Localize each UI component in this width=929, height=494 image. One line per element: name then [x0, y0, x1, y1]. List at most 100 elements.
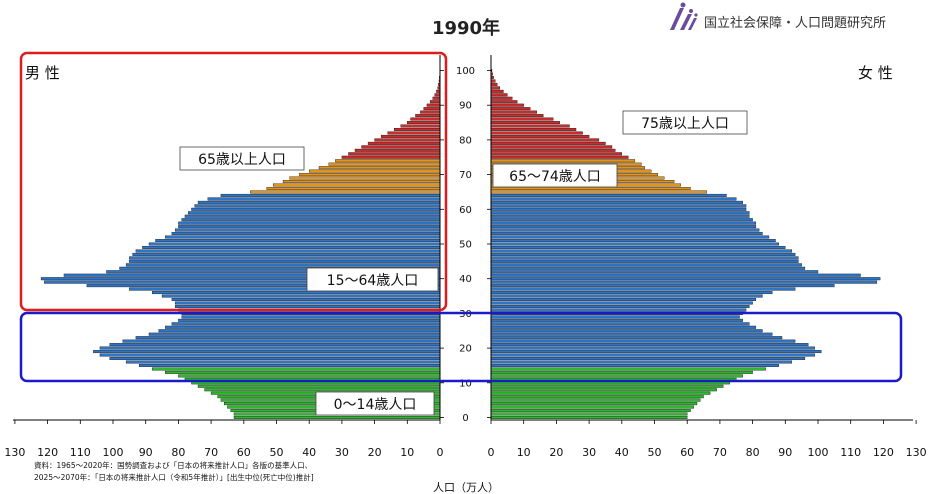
- female-bar-age-81: [490, 134, 590, 138]
- male-x-tick-label: 90: [139, 446, 153, 459]
- male-bar-age-67: [273, 183, 441, 187]
- source-note-line1: 資料：1965～2020年：国勢調査および「日本の将来推計人口」各版の基準人口、: [34, 460, 312, 470]
- male-bar-age-48: [135, 249, 441, 253]
- female-bar-age-91: [490, 100, 518, 104]
- female-bar-age-77: [490, 148, 616, 152]
- female-bar-age-53: [490, 232, 763, 236]
- male-bar-age-23: [135, 336, 441, 340]
- female-bar-age-57: [490, 218, 753, 222]
- age-tick-label: 10: [459, 378, 472, 389]
- female-bar-age-75: [490, 155, 629, 159]
- male-bar-age-53: [171, 232, 441, 236]
- male-bar-age-0: [233, 416, 441, 419]
- female-bar-age-18: [490, 353, 815, 357]
- age-tick-label: 20: [459, 344, 472, 355]
- female-bar-age-29: [490, 315, 740, 319]
- male-bar-age-32: [174, 304, 441, 308]
- red-highlight-frame: [19, 51, 448, 312]
- male-label: 男 性: [25, 64, 60, 82]
- male-bar-age-81: [380, 134, 441, 138]
- female-x-tick-label: 50: [648, 446, 662, 459]
- male-bar-age-74: [335, 159, 441, 163]
- chart-title: 1990年: [432, 17, 500, 39]
- female-bar-age-66: [490, 187, 691, 190]
- male-bar-age-88: [420, 110, 441, 114]
- female-bar-age-85: [490, 121, 560, 125]
- female-bar-age-22: [490, 339, 796, 343]
- male-bar-age-69: [289, 176, 441, 180]
- female-bar-age-37: [490, 287, 796, 291]
- male-bar-age-62: [197, 200, 441, 204]
- female-bar-age-50: [490, 242, 779, 246]
- female-bar-age-13: [490, 370, 753, 374]
- age-group-label: 65～74歳人口: [509, 169, 601, 185]
- female-bar-age-84: [490, 124, 570, 128]
- female-bar-age-1: [490, 412, 688, 416]
- male-bar-age-72: [318, 166, 441, 170]
- male-bar-age-92: [432, 96, 441, 100]
- age-group-labels: 65～74歳人口 15～64歳人口 0～14歳人口 75歳以上人口 65歳以上人口: [179, 110, 748, 416]
- female-bar-age-32: [490, 304, 750, 308]
- female-x-tick-label: 110: [840, 446, 861, 459]
- male-bar-age-80: [374, 138, 441, 142]
- male-bar-age-56: [178, 221, 441, 225]
- institution-logo-icon: [670, 2, 698, 30]
- male-bar-age-89: [423, 107, 441, 111]
- male-bars: [40, 69, 441, 419]
- male-bar-age-75: [341, 155, 441, 159]
- female-bar-age-55: [490, 225, 757, 229]
- male-bar-age-93: [434, 93, 441, 97]
- male-bar-age-87: [415, 114, 441, 118]
- male-bar-age-15: [138, 363, 441, 367]
- female-bar-age-51: [490, 239, 776, 243]
- age-tick-label: 70: [459, 170, 472, 181]
- male-bar-age-82: [387, 131, 441, 135]
- female-bar-age-79: [490, 141, 606, 145]
- male-bar-age-61: [194, 204, 441, 208]
- male-bar-age-78: [361, 145, 441, 149]
- male-bar-age-46: [129, 256, 441, 260]
- female-bar-age-96: [490, 82, 498, 86]
- female-bar-age-83: [490, 128, 577, 131]
- age-tick-label: 90: [459, 101, 472, 112]
- female-bar-age-19: [490, 350, 822, 354]
- male-x-tick-label: 50: [270, 446, 284, 459]
- male-bar-age-28: [178, 318, 441, 322]
- female-x-tick-label: 10: [517, 446, 531, 459]
- age-tick-label: 100: [456, 66, 475, 77]
- male-bar-age-29: [181, 315, 441, 319]
- female-bar-age-4: [490, 402, 698, 406]
- male-bar-age-16: [125, 360, 441, 364]
- male-bar-age-59: [188, 211, 441, 215]
- male-x-tick-label: 10: [400, 446, 414, 459]
- male-bar-age-14: [152, 367, 441, 371]
- age-tick-label: 80: [459, 135, 472, 146]
- institution-name: 国立社会保障・人口問題研究所: [704, 15, 886, 31]
- age-tick-label: 0: [462, 413, 468, 424]
- male-bar-age-36: [152, 291, 441, 295]
- female-bar-age-9: [490, 384, 724, 388]
- female-bar-age-24: [490, 332, 773, 336]
- institution-logo: 国立社会保障・人口問題研究所: [670, 2, 886, 31]
- age-tick-label: 50: [459, 240, 472, 251]
- male-bar-age-19: [93, 350, 441, 354]
- female-bar-age-97: [490, 79, 496, 83]
- male-x-tick-label: 0: [437, 446, 444, 459]
- male-bar-age-34: [171, 298, 441, 301]
- male-bar-age-83: [394, 128, 441, 131]
- age-tick-label: 30: [459, 309, 472, 320]
- female-bar-age-25: [490, 329, 763, 333]
- male-bar-age-58: [184, 214, 441, 218]
- male-bar-age-68: [282, 180, 441, 184]
- female-bars: [490, 69, 881, 419]
- female-bar-age-36: [490, 291, 773, 295]
- age-group-label: 75歳以上人口: [641, 116, 729, 132]
- female-bar-age-87: [490, 114, 544, 118]
- female-bar-age-5: [490, 398, 701, 402]
- female-x-tick-label: 30: [582, 446, 596, 459]
- female-bar-age-21: [490, 343, 809, 347]
- x-axis-label: 人口（万人）: [433, 481, 499, 494]
- male-bar-age-55: [178, 225, 441, 229]
- age-group-label-box: [622, 110, 748, 135]
- male-bar-age-76: [348, 152, 441, 156]
